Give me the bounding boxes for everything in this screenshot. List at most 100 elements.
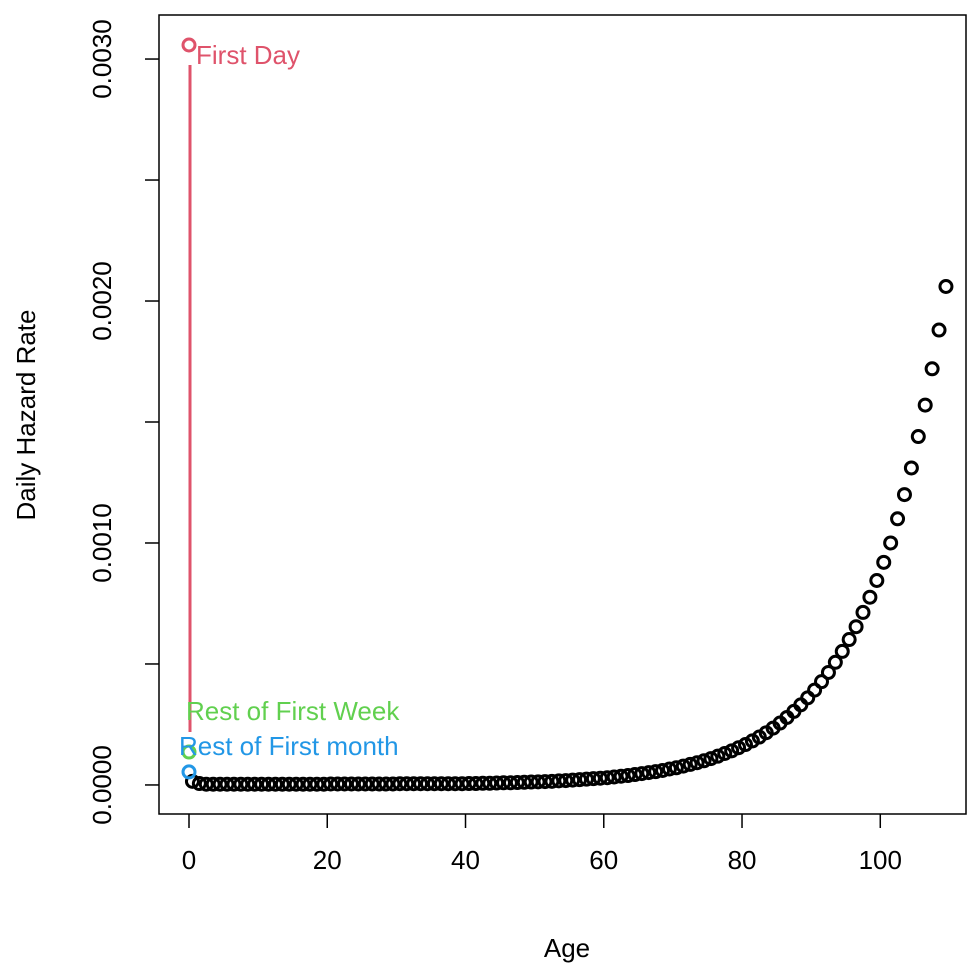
y-tick-label: 0.0030 <box>87 19 117 99</box>
point <box>620 768 636 784</box>
point <box>523 774 539 790</box>
point <box>655 762 671 778</box>
point <box>433 776 449 792</box>
annotation: Rest of First month <box>179 731 399 761</box>
point <box>260 776 276 792</box>
point <box>565 772 581 788</box>
annotation: Rest of First Week <box>186 696 400 726</box>
point <box>475 775 491 791</box>
point <box>862 589 878 605</box>
point <box>350 776 366 792</box>
point <box>696 753 712 769</box>
point <box>406 776 422 792</box>
point <box>516 774 532 790</box>
point <box>482 775 498 791</box>
point <box>578 771 594 787</box>
point <box>496 775 512 791</box>
point <box>537 774 553 790</box>
point <box>855 604 871 620</box>
y-tick-label: 0.0000 <box>87 745 117 825</box>
point <box>876 554 892 570</box>
point <box>288 776 304 792</box>
point <box>392 776 408 792</box>
point <box>627 767 643 783</box>
point <box>509 775 525 791</box>
annotation: First Day <box>196 40 300 70</box>
point <box>834 643 850 659</box>
point <box>585 771 601 787</box>
point <box>489 775 505 791</box>
point <box>841 632 857 648</box>
x-axis-label: Age <box>544 933 590 963</box>
x-tick-label: 40 <box>451 845 480 875</box>
point <box>385 776 401 792</box>
point <box>668 760 684 776</box>
x-tick-label: 100 <box>859 845 902 875</box>
point <box>309 776 325 792</box>
point <box>240 776 256 792</box>
point <box>219 776 235 792</box>
point <box>689 755 705 771</box>
point <box>820 664 836 680</box>
point <box>181 744 197 760</box>
point <box>447 776 463 792</box>
x-tick-label: 0 <box>182 845 196 875</box>
point <box>426 776 442 792</box>
point <box>717 746 733 762</box>
point <box>848 619 864 635</box>
point <box>364 776 380 792</box>
point <box>212 776 228 792</box>
point <box>931 322 947 338</box>
point <box>938 278 954 294</box>
point <box>710 748 726 764</box>
point <box>274 776 290 792</box>
point <box>371 776 387 792</box>
point <box>198 776 214 792</box>
point <box>233 776 249 792</box>
point <box>613 768 629 784</box>
point <box>181 764 197 780</box>
point <box>634 766 650 782</box>
point <box>917 397 933 413</box>
point <box>682 756 698 772</box>
point <box>648 764 664 780</box>
point <box>890 511 906 527</box>
point <box>544 773 560 789</box>
point <box>281 776 297 792</box>
point <box>302 776 318 792</box>
point <box>181 37 197 53</box>
point <box>247 776 263 792</box>
point <box>606 769 622 785</box>
y-tick-label: 0.0020 <box>87 261 117 341</box>
point <box>205 776 221 792</box>
point <box>378 776 394 792</box>
point <box>661 761 677 777</box>
y-axis-label: Daily Hazard Rate <box>11 310 41 521</box>
point <box>814 674 830 690</box>
point <box>903 460 919 476</box>
x-tick-label: 80 <box>728 845 757 875</box>
point <box>641 765 657 781</box>
y-tick-label: 0.0010 <box>87 503 117 583</box>
point <box>337 776 353 792</box>
point <box>572 772 588 788</box>
point <box>295 776 311 792</box>
point <box>413 776 429 792</box>
point <box>924 361 940 377</box>
point <box>267 776 283 792</box>
point <box>254 776 270 792</box>
plot-box <box>158 14 967 815</box>
point <box>530 774 546 790</box>
x-tick-label: 60 <box>589 845 618 875</box>
point <box>440 776 456 792</box>
point <box>316 776 332 792</box>
point <box>827 654 843 670</box>
point <box>502 775 518 791</box>
point <box>896 487 912 503</box>
point <box>468 776 484 792</box>
point <box>592 770 608 786</box>
point <box>883 535 899 551</box>
point <box>343 776 359 792</box>
point <box>461 776 477 792</box>
point <box>551 773 567 789</box>
